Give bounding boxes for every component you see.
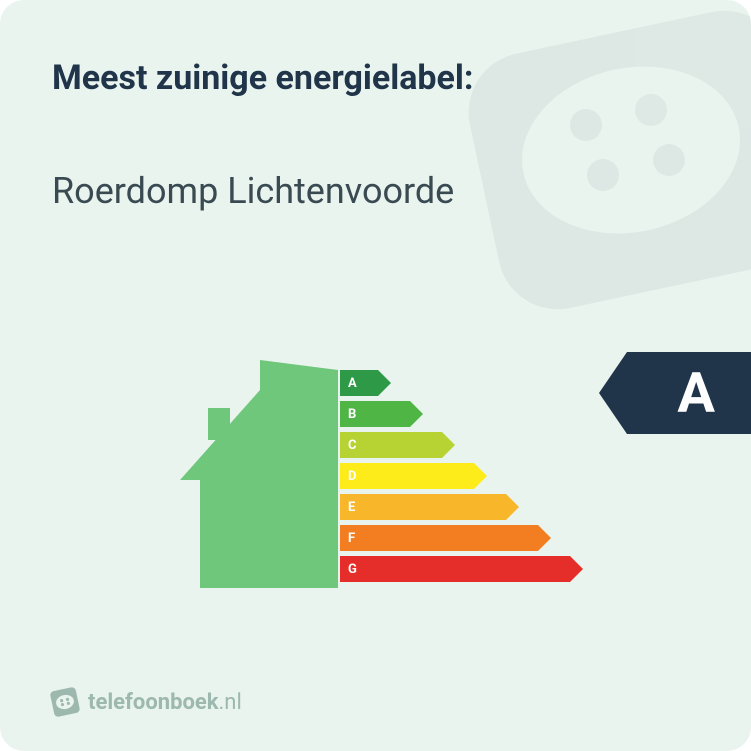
energy-bar-d: D bbox=[340, 463, 570, 489]
bar-label: A bbox=[348, 376, 357, 391]
energy-label-chart: A B C D E F G bbox=[170, 360, 590, 620]
brand-name: telefoonboek bbox=[88, 690, 219, 715]
rating-letter: A bbox=[677, 360, 715, 426]
bar-label: C bbox=[348, 438, 357, 453]
energy-bar-c: C bbox=[340, 432, 570, 458]
location-name: Roerdomp Lichtenvoorde bbox=[52, 170, 454, 212]
bar-label: G bbox=[348, 562, 357, 577]
bar-label: E bbox=[348, 500, 355, 515]
bar-label: D bbox=[348, 469, 356, 484]
brand-tld: .nl bbox=[219, 690, 242, 715]
card-title: Meest zuinige energielabel: bbox=[52, 58, 474, 98]
brand-icon bbox=[50, 687, 81, 718]
house-icon bbox=[170, 360, 340, 595]
energy-bar-g: G bbox=[340, 556, 570, 582]
energy-bar-f: F bbox=[340, 525, 570, 551]
rating-badge: A bbox=[627, 352, 751, 434]
bar-label: B bbox=[348, 407, 356, 422]
energy-bars: A B C D E F G bbox=[340, 370, 570, 587]
footer-brand: telefoonboek.nl bbox=[52, 689, 242, 715]
energy-bar-a: A bbox=[340, 370, 570, 396]
energy-bar-e: E bbox=[340, 494, 570, 520]
energy-bar-b: B bbox=[340, 401, 570, 427]
energy-card: Meest zuinige energielabel: Roerdomp Lic… bbox=[0, 0, 751, 751]
brand-text: telefoonboek.nl bbox=[88, 690, 242, 715]
bar-label: F bbox=[348, 531, 355, 546]
